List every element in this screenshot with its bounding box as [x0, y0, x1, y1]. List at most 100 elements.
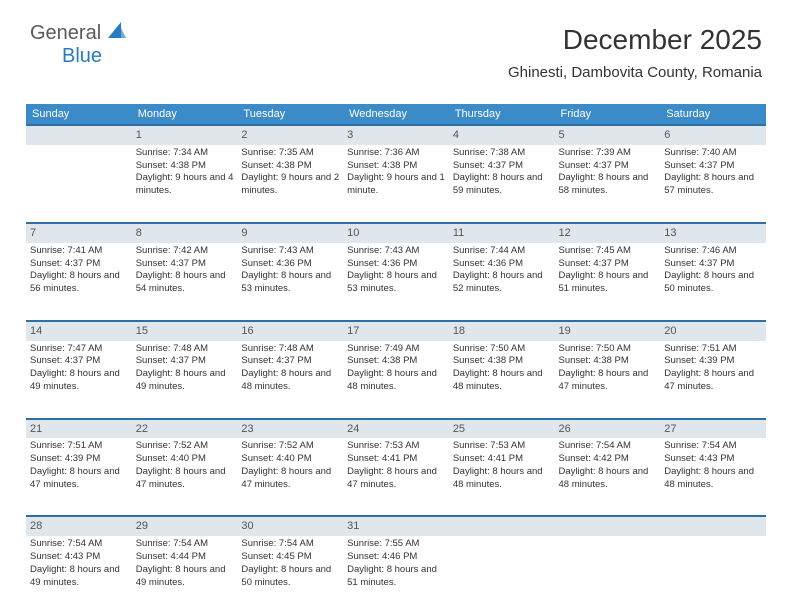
day-number: 17 — [347, 324, 445, 339]
header: December 2025 Ghinesti, Dambovita County… — [508, 24, 762, 81]
day-info-cell: Sunrise: 7:46 AMSunset: 4:37 PMDaylight:… — [660, 243, 766, 321]
day-number-cell: 26 — [555, 419, 661, 439]
day-number: 27 — [664, 422, 762, 437]
month-title: December 2025 — [508, 24, 762, 56]
day-number-cell: 17 — [343, 321, 449, 341]
day-number-cell: 16 — [237, 321, 343, 341]
day-info-cell: Sunrise: 7:39 AMSunset: 4:37 PMDaylight:… — [555, 145, 661, 223]
day-number: 5 — [559, 128, 657, 143]
day-number: 15 — [136, 324, 234, 339]
day-info-cell: Sunrise: 7:52 AMSunset: 4:40 PMDaylight:… — [237, 438, 343, 516]
logo: General Blue — [30, 22, 126, 68]
day-info-cell: Sunrise: 7:50 AMSunset: 4:38 PMDaylight:… — [449, 341, 555, 419]
day-number: 30 — [241, 519, 339, 534]
day-number: 26 — [559, 422, 657, 437]
day-number-cell: 29 — [132, 516, 238, 536]
day-number: 14 — [30, 324, 128, 339]
day-number-cell: 12 — [555, 223, 661, 243]
day-number: 29 — [136, 519, 234, 534]
day-number: 19 — [559, 324, 657, 339]
day-info-cell: Sunrise: 7:38 AMSunset: 4:37 PMDaylight:… — [449, 145, 555, 223]
day-number: 24 — [347, 422, 445, 437]
day-number: 4 — [453, 128, 551, 143]
day-number: 2 — [241, 128, 339, 143]
day-info-cell: Sunrise: 7:50 AMSunset: 4:38 PMDaylight:… — [555, 341, 661, 419]
day-number: 6 — [664, 128, 762, 143]
day-number-cell: 25 — [449, 419, 555, 439]
day-info-cell: Sunrise: 7:36 AMSunset: 4:38 PMDaylight:… — [343, 145, 449, 223]
day-number-cell — [449, 516, 555, 536]
day-number-cell: 31 — [343, 516, 449, 536]
day-number-cell: 13 — [660, 223, 766, 243]
day-info-row: Sunrise: 7:47 AMSunset: 4:37 PMDaylight:… — [26, 341, 766, 419]
day-info-cell: Sunrise: 7:42 AMSunset: 4:37 PMDaylight:… — [132, 243, 238, 321]
day-number: 10 — [347, 226, 445, 241]
day-info-cell: Sunrise: 7:40 AMSunset: 4:37 PMDaylight:… — [660, 145, 766, 223]
day-number-cell: 14 — [26, 321, 132, 341]
day-info-cell: Sunrise: 7:35 AMSunset: 4:38 PMDaylight:… — [237, 145, 343, 223]
day-number: 18 — [453, 324, 551, 339]
day-number-cell: 23 — [237, 419, 343, 439]
day-number: 21 — [30, 422, 128, 437]
day-info-row: Sunrise: 7:54 AMSunset: 4:43 PMDaylight:… — [26, 536, 766, 614]
weekday-monday: Monday — [132, 104, 238, 125]
day-info-cell: Sunrise: 7:51 AMSunset: 4:39 PMDaylight:… — [26, 438, 132, 516]
day-number: 16 — [241, 324, 339, 339]
day-number: 28 — [30, 519, 128, 534]
day-number: 9 — [241, 226, 339, 241]
day-info-cell — [26, 145, 132, 223]
day-info-cell: Sunrise: 7:45 AMSunset: 4:37 PMDaylight:… — [555, 243, 661, 321]
day-info-row: Sunrise: 7:34 AMSunset: 4:38 PMDaylight:… — [26, 145, 766, 223]
weekday-friday: Friday — [555, 104, 661, 125]
weekday-thursday: Thursday — [449, 104, 555, 125]
day-number: 13 — [664, 226, 762, 241]
day-number-cell: 24 — [343, 419, 449, 439]
day-number: 11 — [453, 226, 551, 241]
day-number: 22 — [136, 422, 234, 437]
day-number-cell: 15 — [132, 321, 238, 341]
day-info-cell: Sunrise: 7:53 AMSunset: 4:41 PMDaylight:… — [449, 438, 555, 516]
day-number-cell: 3 — [343, 125, 449, 145]
day-number: 20 — [664, 324, 762, 339]
daynum-row: 28 29 30 31 — [26, 516, 766, 536]
day-info-cell: Sunrise: 7:54 AMSunset: 4:45 PMDaylight:… — [237, 536, 343, 614]
daynum-row: 14 15 16 17 18 19 20 — [26, 321, 766, 341]
day-number-cell: 18 — [449, 321, 555, 341]
day-info-cell: Sunrise: 7:34 AMSunset: 4:38 PMDaylight:… — [132, 145, 238, 223]
day-info-cell: Sunrise: 7:55 AMSunset: 4:46 PMDaylight:… — [343, 536, 449, 614]
day-info-cell: Sunrise: 7:49 AMSunset: 4:38 PMDaylight:… — [343, 341, 449, 419]
day-info-cell: Sunrise: 7:54 AMSunset: 4:42 PMDaylight:… — [555, 438, 661, 516]
weekday-sunday: Sunday — [26, 104, 132, 125]
day-number-cell — [26, 125, 132, 145]
day-info-row: Sunrise: 7:51 AMSunset: 4:39 PMDaylight:… — [26, 438, 766, 516]
day-info-cell — [660, 536, 766, 614]
day-number-cell: 2 — [237, 125, 343, 145]
day-info-cell — [449, 536, 555, 614]
day-info-cell: Sunrise: 7:48 AMSunset: 4:37 PMDaylight:… — [132, 341, 238, 419]
day-number-cell: 21 — [26, 419, 132, 439]
weekday-saturday: Saturday — [660, 104, 766, 125]
logo-blue-text: Blue — [62, 45, 102, 67]
day-info-cell: Sunrise: 7:47 AMSunset: 4:37 PMDaylight:… — [26, 341, 132, 419]
logo-triangle-icon — [108, 22, 126, 43]
day-info-cell: Sunrise: 7:43 AMSunset: 4:36 PMDaylight:… — [237, 243, 343, 321]
day-number: 3 — [347, 128, 445, 143]
day-number: 23 — [241, 422, 339, 437]
day-info-cell: Sunrise: 7:54 AMSunset: 4:44 PMDaylight:… — [132, 536, 238, 614]
daynum-row: 123456 — [26, 125, 766, 145]
day-number-cell: 28 — [26, 516, 132, 536]
day-number-cell: 19 — [555, 321, 661, 341]
day-number-cell: 27 — [660, 419, 766, 439]
day-info-cell: Sunrise: 7:54 AMSunset: 4:43 PMDaylight:… — [26, 536, 132, 614]
day-number: 7 — [30, 226, 128, 241]
calendar-table: Sunday Monday Tuesday Wednesday Thursday… — [26, 104, 766, 614]
day-info-cell: Sunrise: 7:41 AMSunset: 4:37 PMDaylight:… — [26, 243, 132, 321]
weekday-wednesday: Wednesday — [343, 104, 449, 125]
day-info-cell: Sunrise: 7:44 AMSunset: 4:36 PMDaylight:… — [449, 243, 555, 321]
weekday-tuesday: Tuesday — [237, 104, 343, 125]
day-info-cell: Sunrise: 7:52 AMSunset: 4:40 PMDaylight:… — [132, 438, 238, 516]
day-number-cell: 8 — [132, 223, 238, 243]
logo-general-text: General — [30, 22, 101, 44]
day-number: 25 — [453, 422, 551, 437]
day-info-cell: Sunrise: 7:43 AMSunset: 4:36 PMDaylight:… — [343, 243, 449, 321]
